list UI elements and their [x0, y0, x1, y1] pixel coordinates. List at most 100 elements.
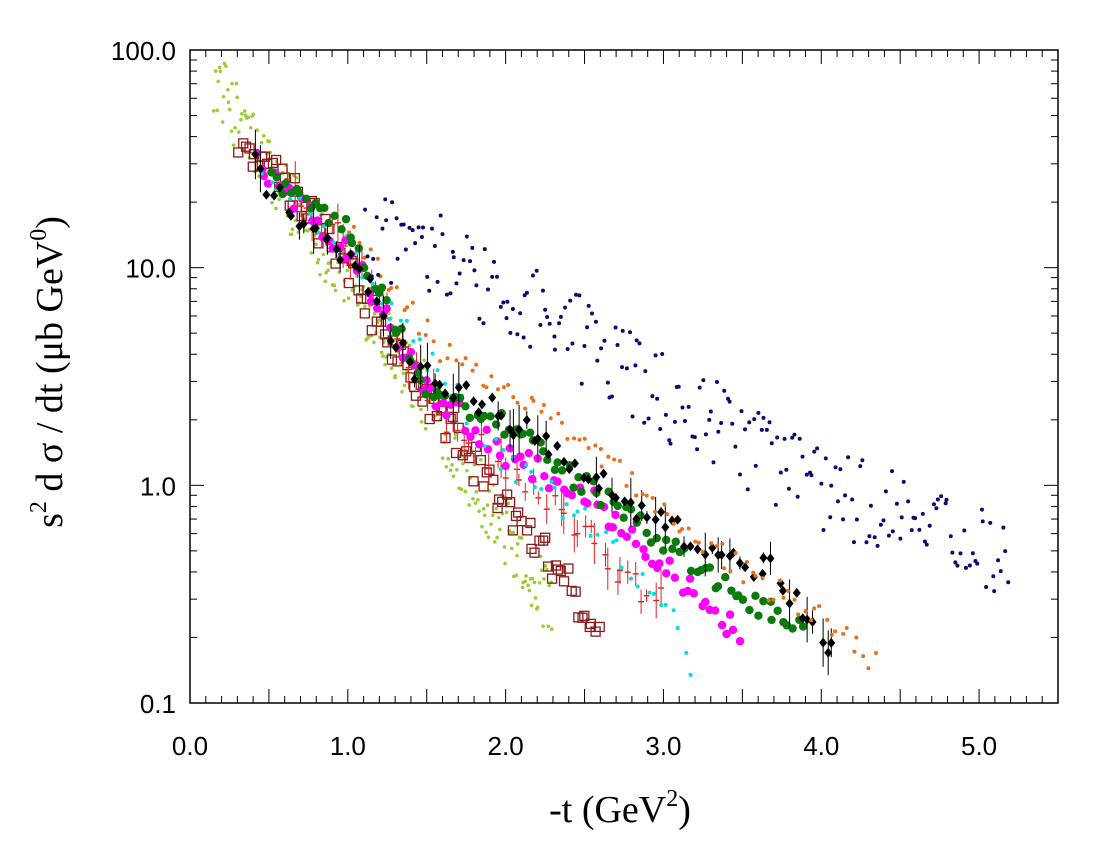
data-point	[934, 506, 939, 511]
data-point	[363, 207, 368, 212]
data-point	[513, 480, 518, 485]
data-point	[463, 356, 468, 361]
data-point	[528, 344, 533, 349]
data-point	[886, 533, 891, 538]
data-point	[447, 342, 452, 347]
data-point	[439, 398, 448, 408]
data-point	[939, 494, 944, 499]
data-point	[424, 413, 435, 425]
data-point	[552, 347, 557, 352]
data-point	[488, 392, 497, 403]
data-point	[557, 466, 567, 475]
data-point	[730, 421, 735, 426]
data-point	[619, 565, 624, 570]
data-point	[953, 560, 958, 565]
data-point	[619, 365, 624, 370]
data-point	[671, 537, 680, 546]
data-point	[715, 544, 720, 549]
data-point	[272, 172, 281, 182]
data-point	[559, 420, 564, 425]
data-point	[400, 389, 404, 394]
data-point	[761, 415, 766, 420]
data-point	[501, 461, 510, 471]
data-point	[642, 528, 651, 538]
data-point	[537, 581, 542, 585]
data-point	[405, 305, 410, 310]
data-point	[558, 314, 563, 319]
data-point	[753, 463, 758, 468]
data-point	[608, 523, 618, 532]
data-point	[381, 354, 385, 358]
data-point	[366, 297, 376, 306]
data-point	[722, 629, 731, 639]
data-point	[728, 625, 738, 635]
data-point	[713, 582, 723, 591]
data-point	[571, 513, 576, 518]
data-point	[585, 325, 590, 330]
data-point	[478, 481, 489, 492]
data-point	[852, 649, 857, 654]
data-point	[501, 385, 506, 390]
data-point	[482, 444, 487, 449]
data-point	[324, 271, 328, 275]
data-point	[224, 64, 228, 69]
data-point	[221, 94, 226, 99]
data-point	[216, 79, 220, 84]
data-point	[454, 358, 459, 363]
data-point	[368, 247, 373, 252]
data-point	[632, 513, 641, 524]
data-point	[963, 565, 968, 570]
data-point	[662, 569, 671, 578]
data-point	[721, 572, 730, 582]
data-point	[464, 234, 469, 239]
y-axis-title-main: s	[29, 513, 71, 528]
data-point	[622, 532, 632, 541]
data-point	[769, 441, 774, 446]
data-point	[262, 189, 271, 200]
data-point	[410, 228, 415, 233]
data-point	[538, 323, 543, 328]
series-black-diamonds-with-error-bars	[251, 129, 836, 676]
data-point	[881, 518, 886, 523]
data-point	[526, 583, 530, 588]
data-point	[459, 487, 464, 492]
data-point	[996, 558, 1001, 563]
data-point	[851, 540, 856, 545]
data-point	[365, 254, 370, 259]
data-point	[270, 180, 275, 185]
data-point	[568, 298, 573, 303]
data-point	[614, 538, 619, 543]
data-point	[662, 535, 671, 545]
x-tick-label: 3.0	[645, 731, 681, 761]
data-point	[627, 525, 637, 534]
data-point	[722, 388, 727, 393]
data-point	[342, 298, 346, 303]
data-point	[318, 272, 322, 277]
data-point	[540, 471, 549, 481]
data-point	[671, 521, 676, 526]
data-point	[372, 340, 376, 345]
data-point	[440, 432, 451, 444]
data-point	[544, 484, 554, 493]
data-point	[700, 550, 705, 555]
data-point	[708, 542, 717, 553]
data-point	[467, 503, 472, 507]
x-axis-title: -t (GeV2)	[549, 786, 691, 831]
data-point	[281, 179, 290, 188]
data-point	[521, 335, 526, 340]
data-point	[613, 325, 618, 330]
data-point	[752, 417, 757, 422]
data-point	[570, 458, 579, 469]
data-point	[744, 560, 749, 565]
data-point	[710, 606, 720, 615]
data-point	[685, 574, 695, 583]
data-point	[421, 225, 426, 230]
data-point	[524, 290, 529, 295]
data-point	[717, 549, 726, 560]
data-point	[558, 576, 570, 587]
data-point	[495, 387, 500, 392]
data-point	[917, 527, 922, 532]
data-point	[841, 517, 846, 522]
data-point	[582, 436, 587, 441]
data-point	[438, 359, 443, 364]
